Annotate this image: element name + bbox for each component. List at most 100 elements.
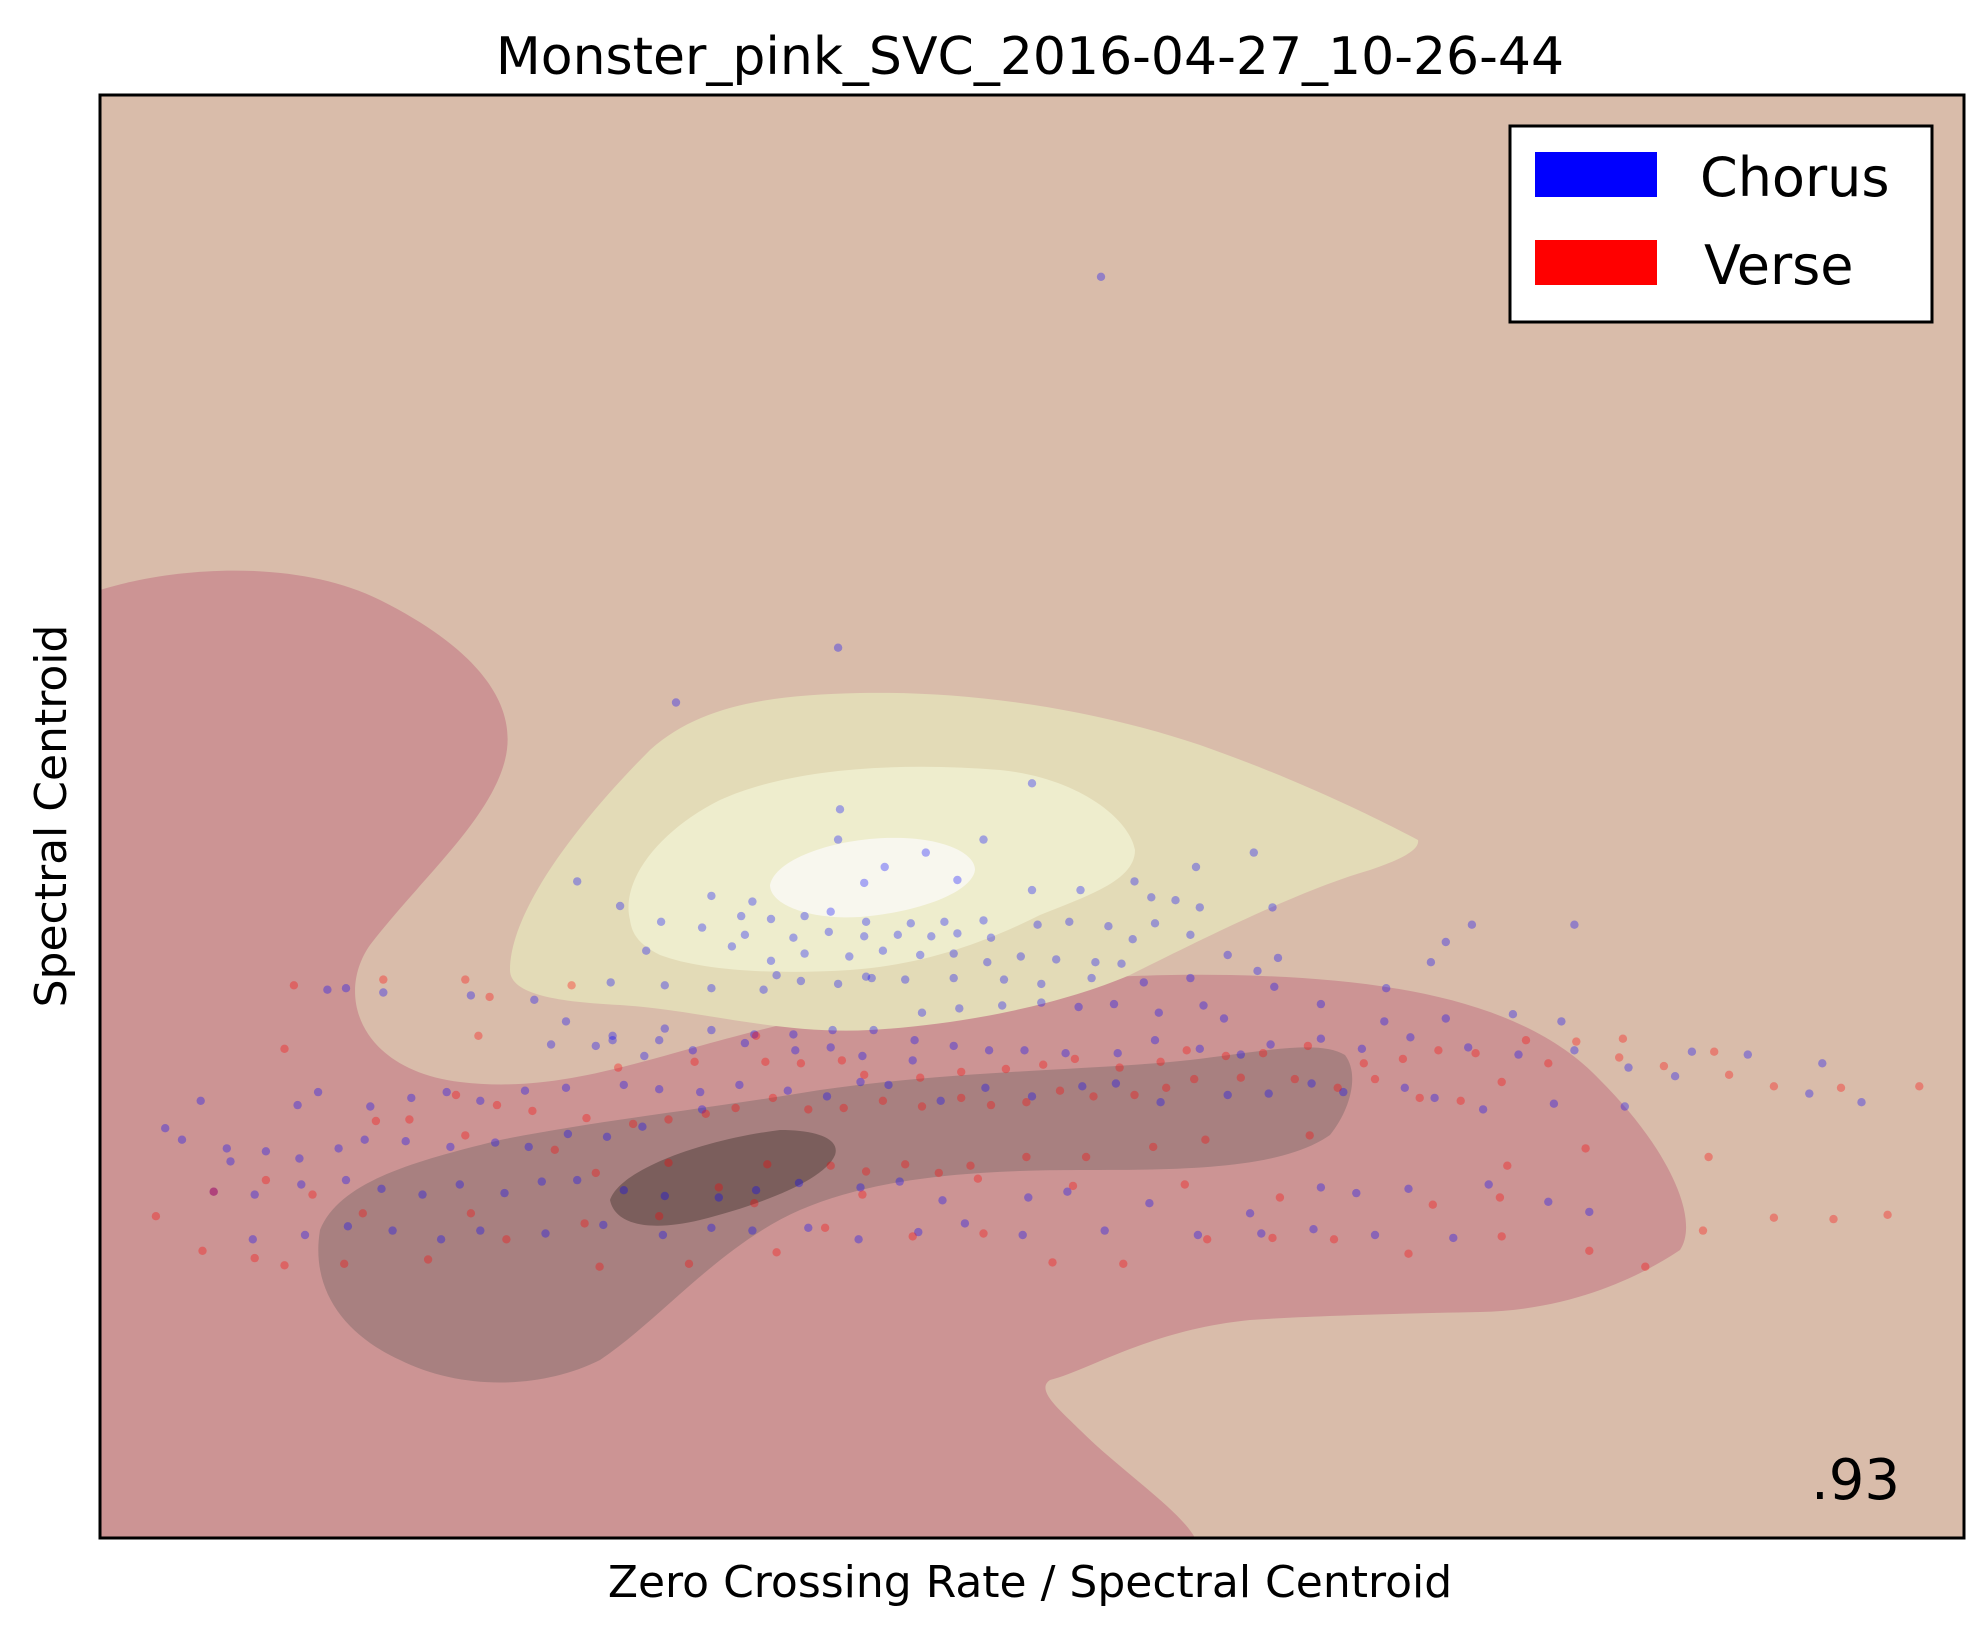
chorus-point (1074, 1002, 1083, 1012)
verse-point (1182, 1046, 1191, 1055)
chorus-point (1441, 937, 1451, 947)
chorus-point (1117, 959, 1126, 968)
verse-point (405, 1115, 414, 1124)
chorus-point (910, 1036, 919, 1045)
chorus-point (1147, 893, 1156, 902)
chorus-point (1266, 1040, 1275, 1049)
verse-point (591, 1168, 600, 1178)
verse-point (1521, 1036, 1531, 1045)
verse-point (1203, 1235, 1212, 1244)
chorus-point (697, 1105, 707, 1114)
verse-point (1572, 1037, 1581, 1046)
verse-point (1456, 1096, 1465, 1106)
verse-point (1180, 1180, 1190, 1189)
verse-point (492, 1100, 502, 1110)
chorus-point (1219, 1014, 1229, 1023)
chorus-point (800, 911, 809, 921)
chorus-point (789, 1030, 798, 1039)
chorus-point (860, 878, 869, 888)
verse-point (1497, 1077, 1506, 1087)
chorus-point (1027, 885, 1037, 895)
chorus-point (789, 933, 798, 942)
chorus-point (696, 1087, 705, 1097)
verse-point (466, 1209, 476, 1218)
chorus-point (999, 975, 1009, 984)
chorus-point (1449, 1233, 1458, 1243)
chorus-point (602, 1132, 612, 1142)
legend-label-verse: Verse (1704, 234, 1854, 297)
chorus-point (936, 1096, 945, 1106)
verse-point (917, 1102, 927, 1111)
chorus-point (379, 988, 388, 997)
verse-point (1659, 1061, 1669, 1071)
chorus-point (867, 973, 876, 983)
chorus-point (671, 698, 681, 707)
chorus-point (1150, 1036, 1160, 1045)
verse-point (280, 1261, 289, 1270)
chorus-point (1270, 982, 1279, 991)
chorus-point (828, 1025, 837, 1035)
contour-chorus-level-3 (770, 837, 975, 918)
chorus-point (748, 1226, 757, 1235)
chorus-point (1426, 958, 1436, 967)
verse-point (1089, 1092, 1098, 1101)
chorus-point (250, 1190, 259, 1199)
chorus-point (1316, 999, 1326, 1009)
verse-point (839, 1103, 848, 1113)
y-axis-label: Spectral Centroid (26, 625, 77, 1008)
chorus-point (1186, 930, 1195, 939)
chorus-point (1139, 978, 1149, 987)
chorus-point (914, 1227, 923, 1237)
verse-point (979, 1229, 988, 1238)
chorus-point (772, 971, 781, 980)
verse-point (1495, 1193, 1505, 1202)
chorus-point (735, 1080, 744, 1090)
chorus-point (917, 1008, 927, 1017)
series-verse-points (151, 975, 1924, 1271)
verse-point (1130, 1090, 1139, 1100)
chorus-point (1273, 953, 1283, 963)
chorus-point (981, 1083, 990, 1093)
verse-point (826, 1161, 835, 1170)
chorus-point (1380, 1017, 1389, 1026)
chorus-point (1027, 1092, 1037, 1101)
chorus-point (226, 1157, 235, 1166)
chorus-point (655, 1036, 664, 1045)
chorus-point (1193, 1230, 1203, 1240)
chorus-point (1404, 1184, 1413, 1194)
chorus-point (740, 1038, 750, 1048)
chorus-point (573, 1175, 582, 1185)
legend-swatch-verse (1535, 240, 1657, 285)
legend-label-chorus: Chorus (1700, 146, 1890, 209)
chorus-point (921, 848, 930, 857)
chorus-point (161, 1124, 170, 1133)
chorus-point (1687, 1047, 1697, 1056)
chorus-point (658, 1230, 668, 1240)
chorus-point (984, 1046, 994, 1055)
chorus-point (750, 1030, 759, 1039)
chorus-point (916, 950, 925, 960)
verse-point (1704, 1152, 1713, 1162)
chorus-point (1441, 1014, 1451, 1023)
chorus-point (1078, 1082, 1087, 1091)
verse-point (1329, 1235, 1339, 1244)
chorus-point (751, 1186, 761, 1195)
chorus-point (1037, 979, 1046, 989)
verse-point (664, 1158, 673, 1168)
verse-point (280, 1044, 289, 1054)
verse-point (1497, 1232, 1506, 1241)
chorus-point (938, 1196, 947, 1205)
plot-area (100, 95, 1964, 1538)
legend: Chorus Verse (1508, 124, 1934, 324)
verse-point (763, 1160, 772, 1169)
verse-point (1415, 1093, 1424, 1103)
chorus-point (1467, 920, 1477, 929)
verse-point (1201, 1135, 1210, 1144)
verse-point (1883, 1210, 1892, 1220)
verse-point (664, 1115, 673, 1124)
verse-point (772, 1248, 781, 1257)
chorus-point (1430, 1093, 1439, 1103)
verse-point (261, 1175, 271, 1185)
chorus-point (800, 949, 809, 958)
verse-point (1156, 1057, 1165, 1067)
